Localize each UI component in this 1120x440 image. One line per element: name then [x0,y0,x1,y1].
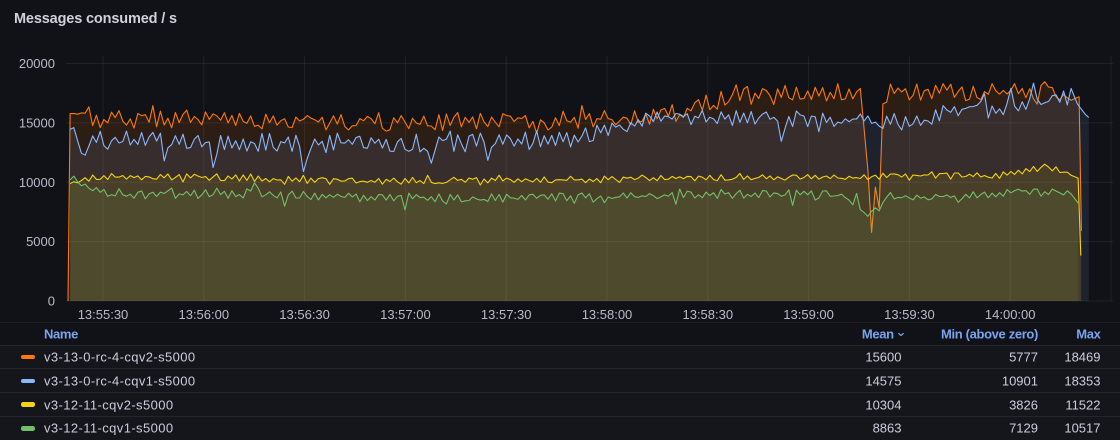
svg-text:13:56:00: 13:56:00 [178,307,229,322]
svg-text:20000: 20000 [19,56,55,71]
svg-text:15000: 15000 [19,115,55,130]
svg-text:13:58:00: 13:58:00 [582,307,633,322]
svg-text:13:55:30: 13:55:30 [78,307,129,322]
svg-text:10000: 10000 [19,175,55,190]
svg-text:5000: 5000 [26,234,55,249]
svg-text:13:56:30: 13:56:30 [279,307,330,322]
svg-text:13:59:30: 13:59:30 [884,307,935,322]
svg-text:0: 0 [48,294,55,309]
svg-text:13:59:00: 13:59:00 [783,307,834,322]
svg-text:14:00:00: 14:00:00 [985,307,1036,322]
svg-text:13:57:30: 13:57:30 [481,307,532,322]
svg-text:13:58:30: 13:58:30 [682,307,733,322]
svg-text:13:57:00: 13:57:00 [380,307,431,322]
